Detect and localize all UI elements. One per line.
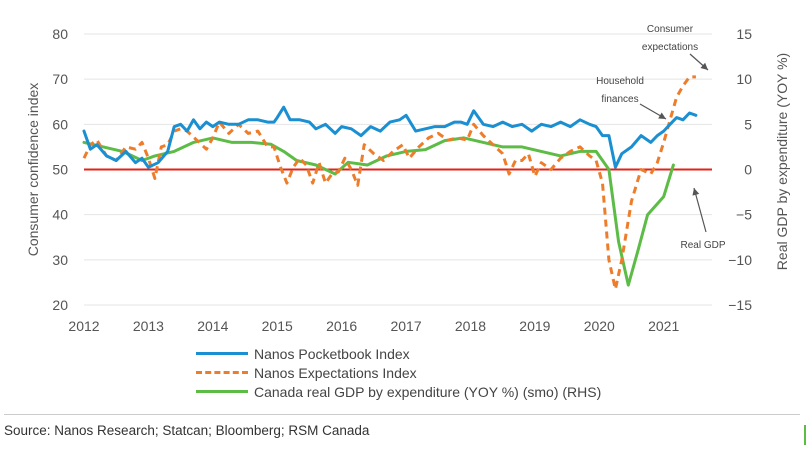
annotation-arrowhead bbox=[658, 112, 666, 119]
right-tick-label: −5 bbox=[736, 207, 752, 223]
left-axis-title: Consumer confidence index bbox=[25, 83, 41, 257]
annotation-arrow bbox=[693, 187, 707, 233]
right-tick-label: 15 bbox=[736, 26, 752, 42]
legend-item-gdp: Canada real GDP by expenditure (YOY %) (… bbox=[196, 382, 601, 401]
legend-label: Nanos Expectations Index bbox=[254, 364, 417, 381]
annotation-arrowhead bbox=[700, 62, 708, 70]
legend-swatch-blue bbox=[196, 352, 248, 355]
right-tick-label: 10 bbox=[736, 71, 752, 87]
x-tick-label: 2017 bbox=[390, 318, 421, 334]
x-tick-label: 2016 bbox=[326, 318, 357, 334]
right-tick-label: −10 bbox=[728, 252, 752, 268]
legend-label: Canada real GDP by expenditure (YOY %) (… bbox=[254, 383, 602, 400]
legend: Nanos Pocketbook Index Nanos Expectation… bbox=[196, 344, 601, 401]
series-line-expectations bbox=[82, 75, 696, 291]
legend-item-expectations: Nanos Expectations Index bbox=[196, 363, 601, 382]
right-tick-label: 0 bbox=[744, 162, 752, 178]
right-tick-label: 5 bbox=[744, 116, 752, 132]
left-tick-label: 50 bbox=[52, 162, 68, 178]
source-note: Source: Nanos Research; Statcan; Bloombe… bbox=[4, 414, 800, 438]
left-tick-label: 20 bbox=[52, 297, 68, 313]
x-tick-label: 2014 bbox=[197, 318, 228, 334]
annotation-arrowhead bbox=[692, 188, 700, 196]
right-tick-label: −15 bbox=[728, 297, 752, 313]
legend-label: Nanos Pocketbook Index bbox=[254, 345, 410, 362]
annotation-text: finances bbox=[601, 94, 638, 105]
x-tick-label: 2013 bbox=[133, 318, 164, 334]
left-axis-ticks: 20 30 40 50 60 70 80 bbox=[52, 26, 68, 313]
left-tick-label: 60 bbox=[52, 116, 68, 132]
x-tick-label: 2020 bbox=[584, 318, 615, 334]
left-tick-label: 70 bbox=[52, 71, 68, 87]
x-axis-ticks: 2012 2013 2014 2015 2016 2017 2018 2019 2020 2021 bbox=[68, 318, 679, 334]
legend-swatch-orange bbox=[196, 371, 248, 374]
annotation-text: expectations bbox=[642, 42, 698, 53]
right-axis-title: Real GDP by expenditure (YOY %) bbox=[774, 53, 790, 270]
series-line-gdp bbox=[82, 136, 675, 287]
x-tick-label: 2019 bbox=[519, 318, 550, 334]
annotation-text: Real GDP bbox=[680, 240, 725, 251]
series-line-pocketbook bbox=[82, 105, 698, 169]
legend-item-pocketbook: Nanos Pocketbook Index bbox=[196, 344, 601, 363]
series-lines bbox=[82, 75, 698, 291]
legend-swatch-green bbox=[196, 390, 248, 393]
left-tick-label: 40 bbox=[52, 207, 68, 223]
left-tick-label: 80 bbox=[52, 26, 68, 42]
right-axis-ticks: −15 −10 −5 0 5 10 15 bbox=[728, 26, 752, 313]
annotation-text: Consumer bbox=[647, 24, 694, 35]
x-tick-label: 2012 bbox=[68, 318, 99, 334]
x-tick-label: 2021 bbox=[648, 318, 679, 334]
annotation-text: Household bbox=[596, 76, 644, 87]
x-tick-label: 2018 bbox=[455, 318, 486, 334]
annotations: Consumer expectations Household finances Rea… bbox=[596, 24, 726, 251]
left-tick-label: 30 bbox=[52, 252, 68, 268]
decorative-mark bbox=[804, 425, 806, 445]
x-tick-label: 2015 bbox=[262, 318, 293, 334]
